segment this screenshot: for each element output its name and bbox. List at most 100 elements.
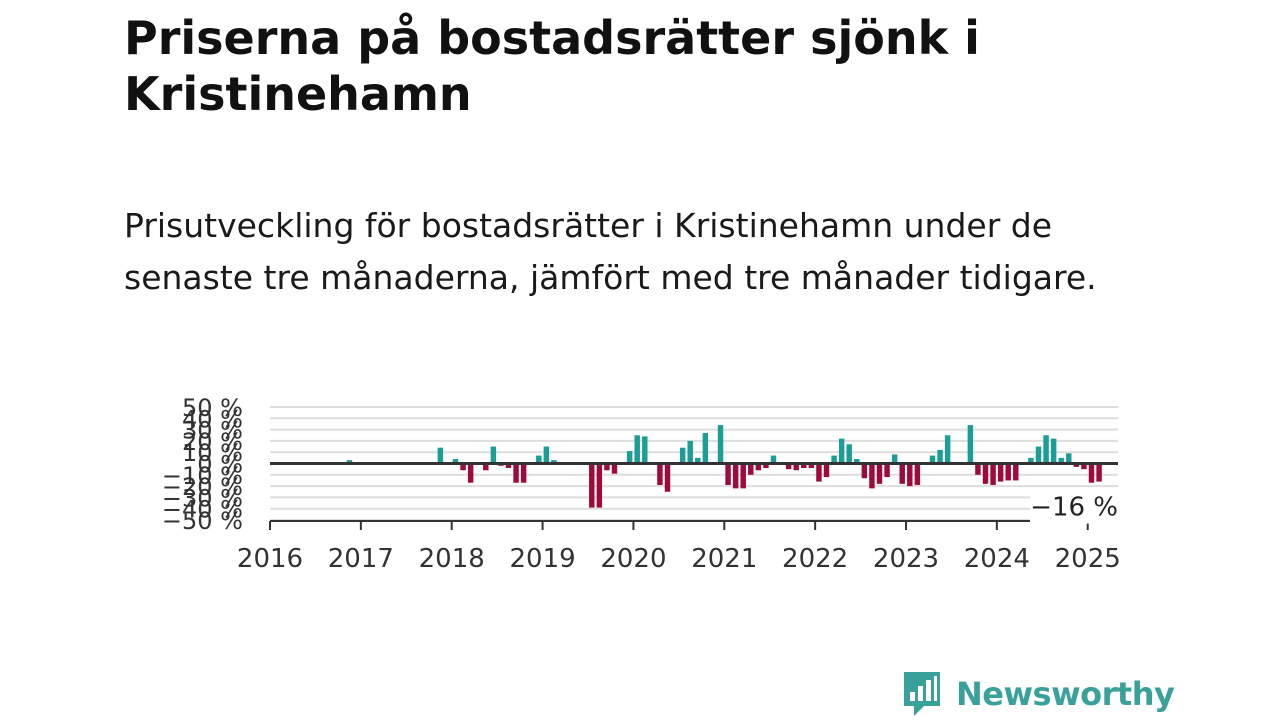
- bar: [505, 463, 512, 469]
- bar: [975, 463, 981, 475]
- bar: [687, 440, 693, 464]
- bar: [460, 463, 466, 471]
- bar: [1043, 435, 1049, 464]
- x-tick-label: 2021: [691, 544, 757, 574]
- bar: [626, 451, 633, 464]
- bar: [899, 463, 905, 484]
- bar: [589, 463, 595, 508]
- bar: [467, 463, 474, 483]
- bar: [346, 460, 353, 464]
- bar: [748, 463, 754, 475]
- x-tick-label: 2025: [1055, 544, 1121, 574]
- bar: [725, 463, 731, 485]
- bar: [990, 463, 996, 485]
- bar: [997, 463, 1004, 482]
- bar: [596, 463, 603, 508]
- y-tick-label: 0 %: [197, 451, 243, 479]
- bar: [702, 432, 709, 464]
- chart-subtitle: Prisutveckling för bostadsrätter i Krist…: [124, 206, 1097, 297]
- bar: [437, 447, 444, 464]
- bar: [785, 463, 792, 470]
- last-value-label-bg: [1030, 489, 1120, 524]
- bar: [846, 444, 852, 464]
- newsworthy-brand: Newsworthy: [902, 670, 1175, 718]
- bar: [664, 463, 671, 492]
- bar-chart-speech-bubble-icon: [904, 672, 940, 716]
- bar: [967, 425, 974, 464]
- x-tick-label: 2017: [328, 544, 394, 574]
- bar: [1035, 446, 1042, 464]
- bar: [763, 463, 769, 469]
- last-value-label: −16 %: [1030, 493, 1118, 523]
- bar: [891, 454, 898, 464]
- bar: [732, 463, 739, 489]
- bar: [823, 463, 830, 478]
- bar: [1028, 457, 1034, 464]
- x-tick-label: 2020: [600, 544, 666, 574]
- bar: [876, 463, 883, 484]
- bar: [536, 455, 542, 464]
- bar: [604, 463, 610, 471]
- bar: [937, 449, 943, 464]
- bar: [1096, 463, 1102, 482]
- x-tick-label: 2018: [419, 544, 485, 574]
- brand-name: Newsworthy: [956, 675, 1175, 713]
- bar: [982, 463, 989, 484]
- bar: [808, 463, 815, 469]
- bar: [452, 458, 459, 464]
- y-tick-label: −20 %: [162, 473, 243, 501]
- y-tick-label: −50 %: [162, 507, 243, 535]
- y-tick-label: 10 %: [182, 439, 243, 467]
- bar: [854, 458, 860, 464]
- bar: [801, 463, 807, 469]
- bar: [634, 435, 640, 464]
- bar: [1050, 438, 1057, 464]
- x-tick-label: 2022: [782, 544, 848, 574]
- y-tick-label: −40 %: [162, 496, 243, 524]
- bar: [740, 463, 746, 489]
- bar: [914, 463, 921, 485]
- bar: [907, 463, 913, 487]
- bar: [1088, 463, 1095, 483]
- bar: [611, 463, 618, 474]
- bar: [861, 463, 868, 479]
- bar: [929, 455, 936, 464]
- y-tick-label: 30 %: [182, 417, 243, 445]
- x-tick-label: 2024: [964, 544, 1030, 574]
- y-tick-label: 50 %: [182, 394, 243, 422]
- bar: [944, 435, 951, 464]
- bar-layer: [346, 425, 1102, 508]
- chart-title: Priserna på bostadsrätter sjönk i Kristi…: [124, 11, 980, 121]
- bar: [1005, 463, 1011, 481]
- bar: [679, 447, 686, 464]
- bar: [1073, 463, 1080, 467]
- bar: [816, 463, 822, 482]
- bar: [793, 463, 799, 471]
- y-tick-label: −10 %: [162, 462, 243, 490]
- bar: [717, 425, 724, 464]
- bar: [657, 463, 663, 485]
- bar: [869, 463, 875, 489]
- bar: [490, 446, 497, 464]
- bar: [1058, 457, 1064, 464]
- bar: [831, 455, 837, 464]
- bar: [770, 455, 777, 464]
- x-tick-label: 2019: [509, 544, 575, 574]
- y-tick-label: 20 %: [182, 428, 243, 456]
- bar: [695, 457, 701, 464]
- bar: [1066, 453, 1072, 464]
- x-tick-label: 2016: [237, 544, 303, 574]
- bar: [543, 446, 550, 464]
- bar: [1013, 463, 1019, 481]
- x-tick-label: 2023: [873, 544, 939, 574]
- y-tick-label: −30 %: [162, 484, 243, 512]
- y-tick-label: 40 %: [182, 405, 243, 433]
- bar: [1081, 463, 1087, 470]
- bar: [513, 463, 519, 483]
- bar: [520, 463, 527, 483]
- bar: [642, 436, 648, 464]
- bar: [884, 463, 890, 478]
- bar: [838, 438, 845, 464]
- bar: [755, 463, 762, 471]
